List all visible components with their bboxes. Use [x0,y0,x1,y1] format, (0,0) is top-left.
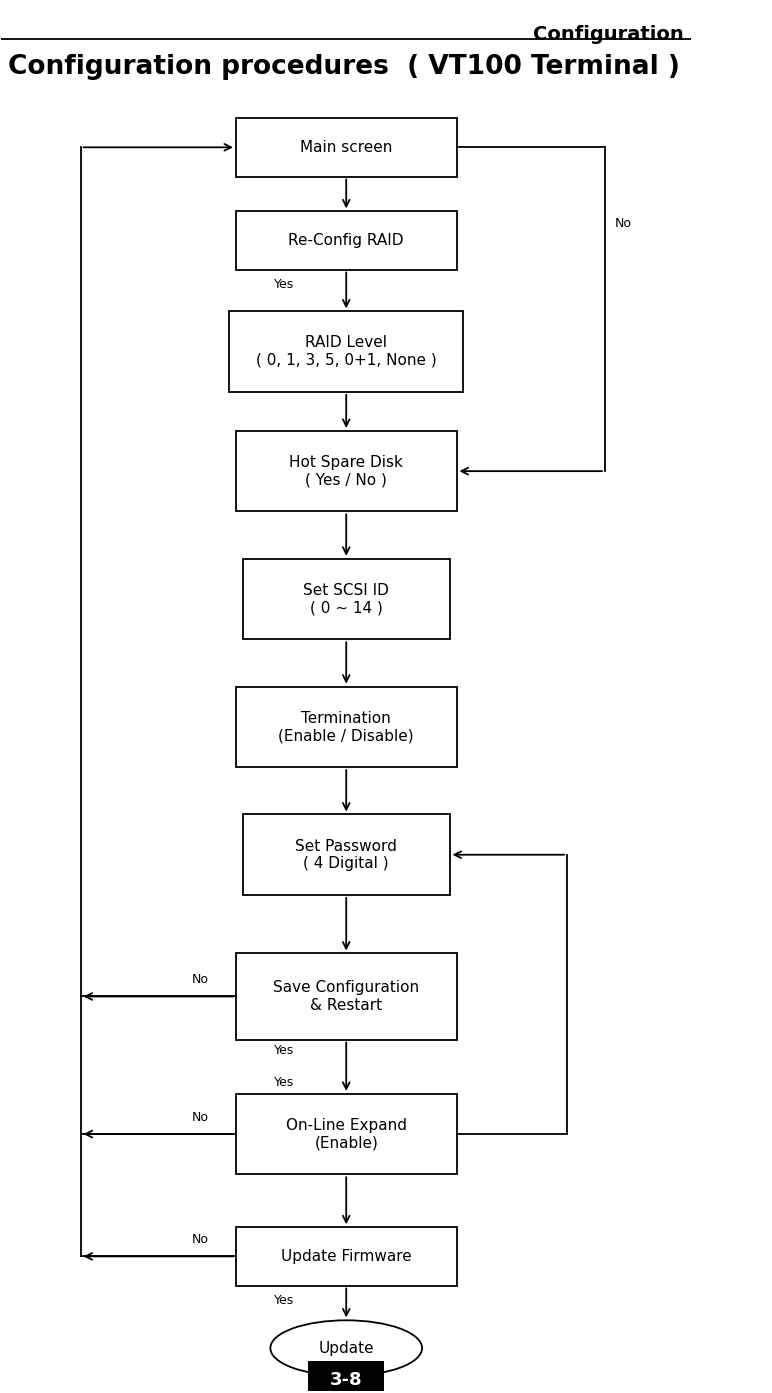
FancyBboxPatch shape [242,815,449,896]
Text: Update: Update [318,1340,374,1355]
Text: Set Password
( 4 Digital ): Set Password ( 4 Digital ) [295,839,397,871]
Ellipse shape [270,1321,422,1376]
Text: Yes: Yes [274,1045,294,1057]
Text: Yes: Yes [274,1077,294,1089]
FancyBboxPatch shape [229,311,463,391]
Text: Save Configuration
& Restart: Save Configuration & Restart [273,981,419,1013]
FancyBboxPatch shape [236,430,456,511]
Text: Hot Spare Disk
( Yes / No ): Hot Spare Disk ( Yes / No ) [290,456,403,488]
FancyBboxPatch shape [236,1227,456,1286]
Text: 3-8: 3-8 [330,1371,363,1389]
FancyBboxPatch shape [236,687,456,768]
FancyBboxPatch shape [236,953,456,1039]
Text: Re-Config RAID: Re-Config RAID [289,233,404,248]
FancyBboxPatch shape [236,212,456,270]
Text: Configuration: Configuration [533,25,684,45]
Text: No: No [191,1233,208,1247]
FancyBboxPatch shape [236,118,456,177]
Text: Main screen: Main screen [300,139,392,155]
Text: No: No [191,974,208,986]
Text: Termination
(Enable / Disable): Termination (Enable / Disable) [279,710,414,742]
FancyBboxPatch shape [308,1361,384,1393]
Text: On-Line Expand
(Enable): On-Line Expand (Enable) [286,1117,407,1151]
Text: Update Firmware: Update Firmware [281,1250,411,1263]
FancyBboxPatch shape [236,1094,456,1174]
Text: Yes: Yes [274,1294,294,1307]
Text: Configuration procedures  ( VT100 Terminal ): Configuration procedures ( VT100 Termina… [8,54,680,81]
Text: Set SCSI ID
( 0 ∼ 14 ): Set SCSI ID ( 0 ∼ 14 ) [303,582,389,616]
Text: No: No [191,1110,208,1124]
Text: Yes: Yes [274,279,294,291]
Text: No: No [615,217,632,230]
Text: RAID Level
( 0, 1, 3, 5, 0+1, None ): RAID Level ( 0, 1, 3, 5, 0+1, None ) [256,336,437,368]
FancyBboxPatch shape [242,559,449,639]
